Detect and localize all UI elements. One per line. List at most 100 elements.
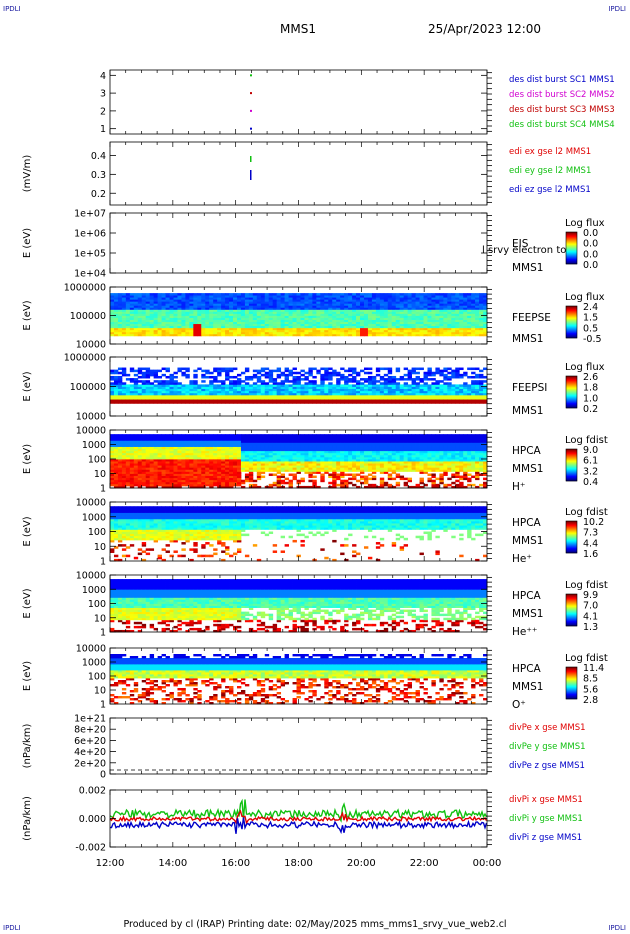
spectrogram-cell — [348, 299, 353, 302]
spectrogram-cell — [185, 303, 190, 306]
spectrogram-cell — [356, 399, 361, 402]
spectrogram-cell — [209, 384, 214, 387]
spectrogram-cell — [213, 434, 218, 437]
spectrogram-cell — [217, 456, 222, 460]
spectrogram-cell — [233, 394, 238, 398]
spectrogram-cell — [236, 378, 242, 381]
colorbar-segment — [566, 323, 577, 325]
spectrogram-cell — [236, 327, 242, 331]
spectrogram-cell — [201, 333, 206, 337]
spectrogram-cell — [272, 434, 278, 437]
spectrogram-cell — [129, 448, 135, 452]
spectrogram-cell — [367, 384, 373, 387]
spectrogram-cell — [181, 388, 186, 392]
spectrogram-cell — [197, 307, 202, 310]
spectrogram-cell — [296, 450, 301, 454]
spectrogram-cell — [276, 475, 282, 479]
spectrogram-cell — [367, 327, 373, 331]
spectrogram-cell — [177, 323, 182, 327]
spectrogram-cell — [256, 463, 262, 466]
spectrogram-cell — [209, 315, 214, 318]
spectrogram-cell — [352, 378, 357, 381]
spectrogram-cell — [137, 390, 143, 394]
spectrogram-cell — [256, 461, 262, 464]
colorbar-segment — [566, 311, 577, 313]
spectrogram-cell — [252, 467, 258, 470]
spectrogram-cell — [284, 390, 289, 394]
spectrogram-cell — [296, 327, 301, 331]
spectrogram-cell — [217, 380, 222, 383]
spectrogram-cell — [256, 390, 262, 394]
spectrogram-cell — [288, 401, 293, 404]
spectrogram-cell — [161, 382, 166, 385]
spectrogram-cell — [125, 444, 131, 447]
spectrogram-cell — [312, 299, 317, 302]
spectrogram-cell — [165, 473, 170, 476]
colorbar-label: 0.5 — [583, 323, 598, 334]
spectrogram-cell — [292, 319, 297, 323]
spectrogram-cell — [240, 436, 246, 439]
spectrogram-cell — [197, 467, 202, 470]
spectrogram-cell — [328, 305, 333, 308]
spectrogram-cell — [157, 469, 162, 472]
spectrogram-cell — [415, 331, 420, 335]
spectrogram-cell — [387, 303, 393, 306]
spectrogram-cell — [244, 369, 250, 373]
spectrogram-cell — [280, 384, 286, 387]
spectrogram-cell — [248, 479, 254, 483]
spectrogram-cell — [244, 305, 250, 308]
colorbar-segment — [566, 258, 577, 260]
spectrogram-cell — [121, 397, 127, 400]
spectrogram-cell — [240, 399, 246, 402]
spectrogram-cell — [292, 384, 297, 387]
spectrogram-cell — [181, 450, 186, 454]
spectrogram-cell — [387, 390, 393, 394]
spectrogram-cell — [165, 481, 170, 485]
spectrogram-cell — [308, 297, 313, 300]
spectrogram-cell — [201, 319, 206, 323]
spectrogram-cell — [221, 465, 226, 468]
spectrogram-cell — [320, 311, 325, 314]
spectrogram-cell — [169, 436, 174, 439]
spectrogram-cell — [177, 329, 182, 333]
spectrogram-cell — [233, 307, 238, 310]
spectrogram-cell — [189, 459, 194, 462]
spectrogram-cell — [197, 317, 202, 320]
spectrogram-cell — [439, 315, 444, 318]
spectrogram-cell — [312, 367, 317, 371]
spectrogram-cell — [165, 463, 170, 466]
spectrogram-cell — [209, 375, 214, 379]
spectrogram-cell — [113, 371, 119, 375]
spectrogram-cell — [379, 375, 385, 379]
spectrogram-cell — [419, 305, 424, 308]
spectrogram-cell — [110, 329, 115, 333]
spectrogram-cell — [181, 390, 186, 394]
spectrogram-cell — [375, 388, 381, 392]
spectrogram-cell — [117, 313, 123, 316]
spectrogram-cell — [221, 331, 226, 335]
spectrogram-cell — [181, 479, 186, 483]
spectrogram-cell — [280, 401, 286, 404]
spectrogram-cell — [205, 477, 210, 481]
spectrogram-cell — [145, 321, 151, 325]
spectrogram-cell — [121, 299, 127, 302]
spectrogram-cell — [288, 305, 293, 308]
spectrogram-cell — [360, 390, 365, 394]
spectrogram-cell — [264, 367, 270, 371]
spectrogram-cell — [240, 331, 246, 335]
spectrogram-cell — [467, 367, 472, 371]
spectrogram-cell — [324, 373, 329, 377]
spectrogram-cell — [141, 323, 147, 327]
spectrogram-cell — [129, 485, 135, 489]
spectrogram-cell — [248, 459, 254, 462]
spectrogram-cell — [455, 299, 460, 302]
spectrogram-cell — [225, 293, 230, 296]
spectrogram-cell — [157, 327, 162, 331]
spectrogram-cell — [149, 397, 155, 400]
spectrogram-cell — [240, 444, 246, 447]
spectrogram-cell — [189, 325, 194, 329]
spectrogram-cell — [276, 303, 282, 306]
colorbar-label: 1.0 — [583, 393, 598, 404]
spectrogram-cell — [276, 323, 282, 327]
spectrogram-cell — [363, 329, 369, 333]
